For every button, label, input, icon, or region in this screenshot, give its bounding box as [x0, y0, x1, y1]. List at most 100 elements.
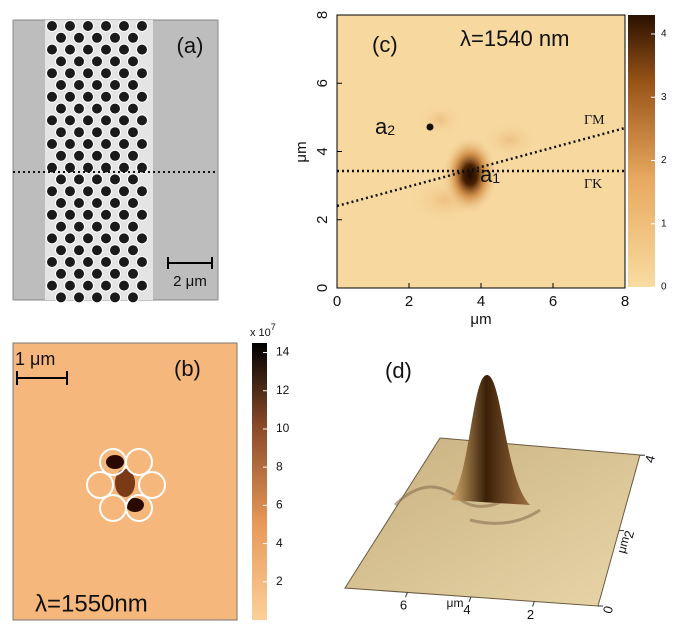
hole: [119, 91, 130, 102]
hole: [128, 292, 139, 303]
wavelength: λ=1550nm: [35, 590, 148, 617]
hole: [74, 80, 85, 91]
colorbar-tick-label: 8: [276, 459, 283, 473]
x-tick-label: 2: [405, 293, 413, 310]
y-tick-label: 0: [600, 604, 616, 615]
hole: [56, 221, 67, 232]
hole: [47, 68, 58, 79]
x-tick-label: 0: [333, 293, 341, 310]
hole: [83, 21, 94, 32]
colorbar-tick-label: 0: [661, 282, 667, 293]
scale-bar-label: 1 μm: [15, 349, 55, 369]
field-lobe: [415, 102, 465, 138]
hole: [56, 198, 67, 209]
hole: [101, 233, 112, 244]
hole: [83, 115, 94, 126]
colorbar-tick-label: 4: [276, 536, 283, 550]
colorbar-tick-label: 14: [276, 345, 290, 359]
hole: [137, 233, 148, 244]
hole: [56, 103, 67, 114]
colorbar-tick-label: 10: [276, 421, 290, 435]
hole: [83, 186, 94, 197]
hole: [74, 221, 85, 232]
hole: [74, 150, 85, 161]
hole: [101, 139, 112, 150]
hole: [101, 115, 112, 126]
x-tick-label: 8: [621, 293, 629, 310]
hole: [83, 257, 94, 268]
x-tick: [533, 601, 535, 606]
hole: [137, 21, 148, 32]
hole: [137, 91, 148, 102]
hole: [47, 139, 58, 150]
hole: [119, 139, 130, 150]
hole: [83, 44, 94, 55]
hole: [119, 115, 130, 126]
panel-label: (d): [385, 358, 412, 383]
hole: [47, 209, 58, 220]
x-axis-label: μm: [447, 596, 464, 610]
panel-label: (b): [174, 356, 201, 381]
hole: [47, 186, 58, 197]
field-spot: [106, 455, 124, 469]
x-tick-label: 2: [527, 607, 534, 622]
hole: [101, 68, 112, 79]
hole: [65, 233, 76, 244]
hole: [56, 150, 67, 161]
hole: [65, 186, 76, 197]
hole: [56, 268, 67, 279]
hole: [56, 56, 67, 67]
hole: [83, 233, 94, 244]
colorbar-tick-label: 2: [276, 574, 283, 588]
hole: [92, 150, 103, 161]
hole: [110, 127, 121, 138]
hole: [101, 21, 112, 32]
hole: [128, 80, 139, 91]
hole: [56, 32, 67, 43]
hole: [56, 245, 67, 256]
hole: [92, 80, 103, 91]
point-name: a: [480, 162, 493, 187]
hole: [74, 32, 85, 43]
colorbar-tick-label: 2: [661, 155, 667, 166]
hole: [137, 257, 148, 268]
y-axis-label: μm: [293, 141, 310, 162]
hole: [128, 245, 139, 256]
hole: [110, 56, 121, 67]
hole: [83, 68, 94, 79]
panel-c: a2 a1 ΓM ΓK (c) λ=1540 nm μm μm: [293, 15, 655, 328]
hole: [110, 150, 121, 161]
y-tick-label: 0: [314, 284, 331, 292]
hole: [137, 115, 148, 126]
point-sub: 2: [387, 122, 395, 138]
hole: [119, 209, 130, 220]
hole: [92, 103, 103, 114]
hole: [92, 174, 103, 185]
hole: [74, 198, 85, 209]
hole: [74, 292, 85, 303]
hole: [119, 186, 130, 197]
panel-label: (a): [177, 33, 204, 58]
hole: [74, 56, 85, 67]
hole: [101, 91, 112, 102]
hole: [137, 139, 148, 150]
x-axis-label: μm: [470, 311, 491, 328]
hole: [56, 292, 67, 303]
hole: [83, 139, 94, 150]
hole: [128, 32, 139, 43]
hole: [128, 127, 139, 138]
hole: [137, 186, 148, 197]
x-tick-label: 4: [477, 293, 485, 310]
hole: [101, 257, 112, 268]
line-label: ΓK: [584, 177, 602, 192]
y-tick-label: 6: [314, 79, 331, 87]
x-tick-label: 6: [549, 293, 557, 310]
hole: [101, 280, 112, 291]
y-tick-label: 8: [314, 11, 331, 19]
hole: [92, 221, 103, 232]
y-tick-label: 4: [642, 453, 658, 464]
hole: [56, 127, 67, 138]
hole: [110, 221, 121, 232]
hole: [92, 127, 103, 138]
hole: [74, 127, 85, 138]
